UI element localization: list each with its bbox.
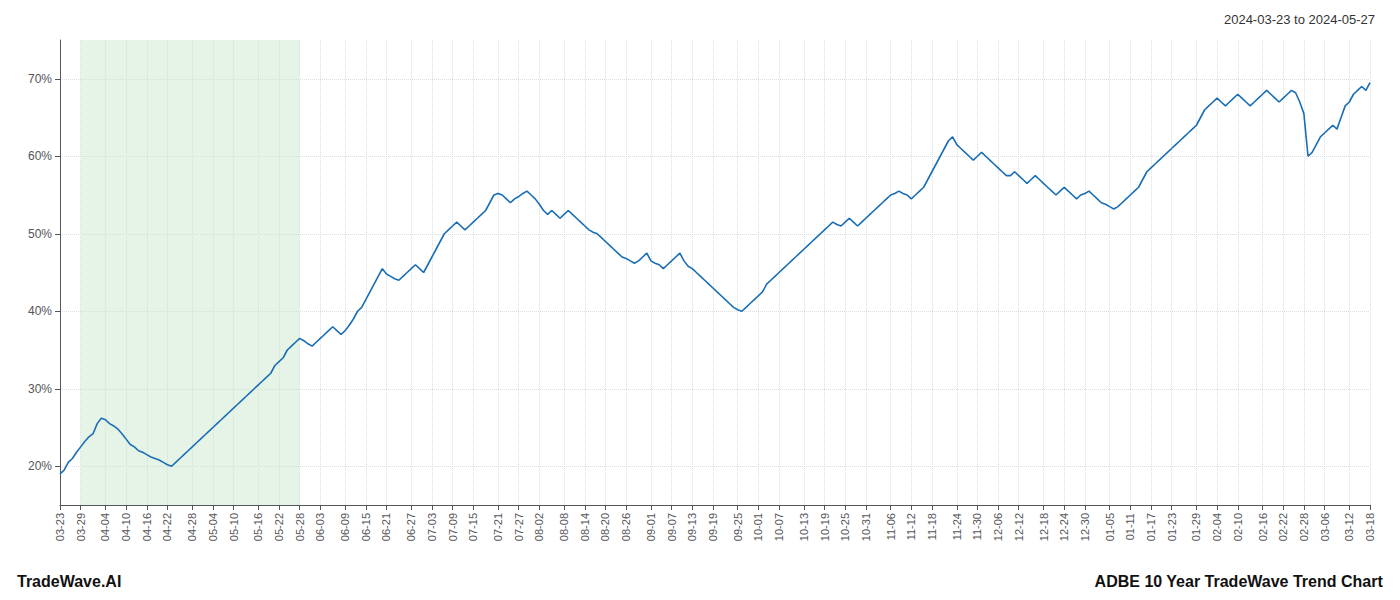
- svg-text:01-05: 01-05: [1104, 513, 1116, 541]
- svg-text:10-07: 10-07: [773, 513, 785, 541]
- svg-text:10-13: 10-13: [798, 513, 810, 541]
- svg-text:12-18: 12-18: [1038, 513, 1050, 541]
- svg-text:07-15: 07-15: [467, 513, 479, 541]
- svg-text:10-01: 10-01: [752, 513, 764, 541]
- svg-text:03-29: 03-29: [75, 513, 87, 541]
- svg-text:01-29: 01-29: [1190, 513, 1202, 541]
- svg-text:08-20: 08-20: [599, 513, 611, 541]
- svg-text:06-09: 06-09: [339, 513, 351, 541]
- svg-text:04-28: 04-28: [186, 513, 198, 541]
- svg-text:06-15: 06-15: [360, 513, 372, 541]
- svg-text:11-24: 11-24: [951, 513, 963, 540]
- svg-text:30%: 30%: [28, 382, 52, 396]
- svg-text:01-23: 01-23: [1166, 513, 1178, 541]
- svg-text:01-17: 01-17: [1145, 513, 1157, 541]
- svg-text:02-16: 02-16: [1257, 513, 1269, 541]
- svg-text:2024-03-23 to 2024-05-27: 2024-03-23 to 2024-05-27: [1224, 12, 1375, 27]
- svg-text:05-10: 05-10: [228, 513, 240, 541]
- svg-text:40%: 40%: [28, 304, 52, 318]
- svg-text:09-25: 09-25: [732, 513, 744, 541]
- svg-text:06-21: 06-21: [380, 513, 392, 541]
- svg-text:05-22: 05-22: [273, 513, 285, 541]
- svg-text:03-06: 03-06: [1319, 513, 1331, 541]
- svg-text:02-04: 02-04: [1211, 513, 1223, 541]
- svg-text:70%: 70%: [28, 72, 52, 86]
- svg-text:09-01: 09-01: [645, 513, 657, 541]
- svg-text:20%: 20%: [28, 459, 52, 473]
- svg-text:04-10: 04-10: [120, 513, 132, 541]
- svg-text:08-02: 08-02: [533, 513, 545, 541]
- svg-text:07-03: 07-03: [426, 513, 438, 541]
- svg-text:07-27: 07-27: [513, 513, 525, 541]
- svg-text:12-24: 12-24: [1058, 513, 1070, 541]
- svg-text:05-16: 05-16: [252, 513, 264, 541]
- svg-text:60%: 60%: [28, 149, 52, 163]
- svg-text:10-25: 10-25: [839, 513, 851, 541]
- svg-text:07-09: 07-09: [447, 513, 459, 541]
- svg-text:12-30: 12-30: [1079, 513, 1091, 541]
- svg-text:03-23: 03-23: [54, 513, 66, 541]
- svg-text:10-19: 10-19: [819, 513, 831, 541]
- svg-text:07-21: 07-21: [492, 513, 504, 541]
- svg-text:05-28: 05-28: [294, 513, 306, 541]
- svg-text:12-06: 12-06: [992, 513, 1004, 541]
- svg-text:03-18: 03-18: [1364, 513, 1376, 541]
- svg-text:02-10: 02-10: [1232, 513, 1244, 541]
- svg-text:03-12: 03-12: [1343, 513, 1355, 541]
- svg-text:02-28: 02-28: [1298, 513, 1310, 541]
- svg-text:10-31: 10-31: [860, 513, 872, 541]
- svg-text:05-04: 05-04: [207, 513, 219, 541]
- svg-text:02-22: 02-22: [1277, 513, 1289, 541]
- svg-text:06-03: 06-03: [314, 513, 326, 541]
- svg-text:11-12: 11-12: [905, 513, 917, 540]
- svg-text:09-07: 09-07: [666, 513, 678, 541]
- svg-text:11-30: 11-30: [971, 513, 983, 540]
- svg-text:09-13: 09-13: [686, 513, 698, 541]
- svg-text:50%: 50%: [28, 227, 52, 241]
- svg-text:09-19: 09-19: [707, 513, 719, 541]
- svg-text:04-04: 04-04: [99, 513, 111, 541]
- svg-text:TradeWave.AI: TradeWave.AI: [17, 573, 121, 590]
- svg-text:ADBE 10 Year TradeWave Trend C: ADBE 10 Year TradeWave Trend Chart: [1095, 573, 1384, 590]
- svg-text:04-16: 04-16: [141, 513, 153, 541]
- svg-text:01-11: 01-11: [1124, 513, 1136, 540]
- svg-text:12-12: 12-12: [1013, 513, 1025, 541]
- svg-text:06-27: 06-27: [405, 513, 417, 541]
- svg-text:11-06: 11-06: [885, 513, 897, 540]
- svg-text:08-08: 08-08: [558, 513, 570, 541]
- svg-text:11-18: 11-18: [926, 513, 938, 540]
- svg-text:08-14: 08-14: [579, 513, 591, 541]
- svg-text:04-22: 04-22: [161, 513, 173, 541]
- svg-text:08-26: 08-26: [620, 513, 632, 541]
